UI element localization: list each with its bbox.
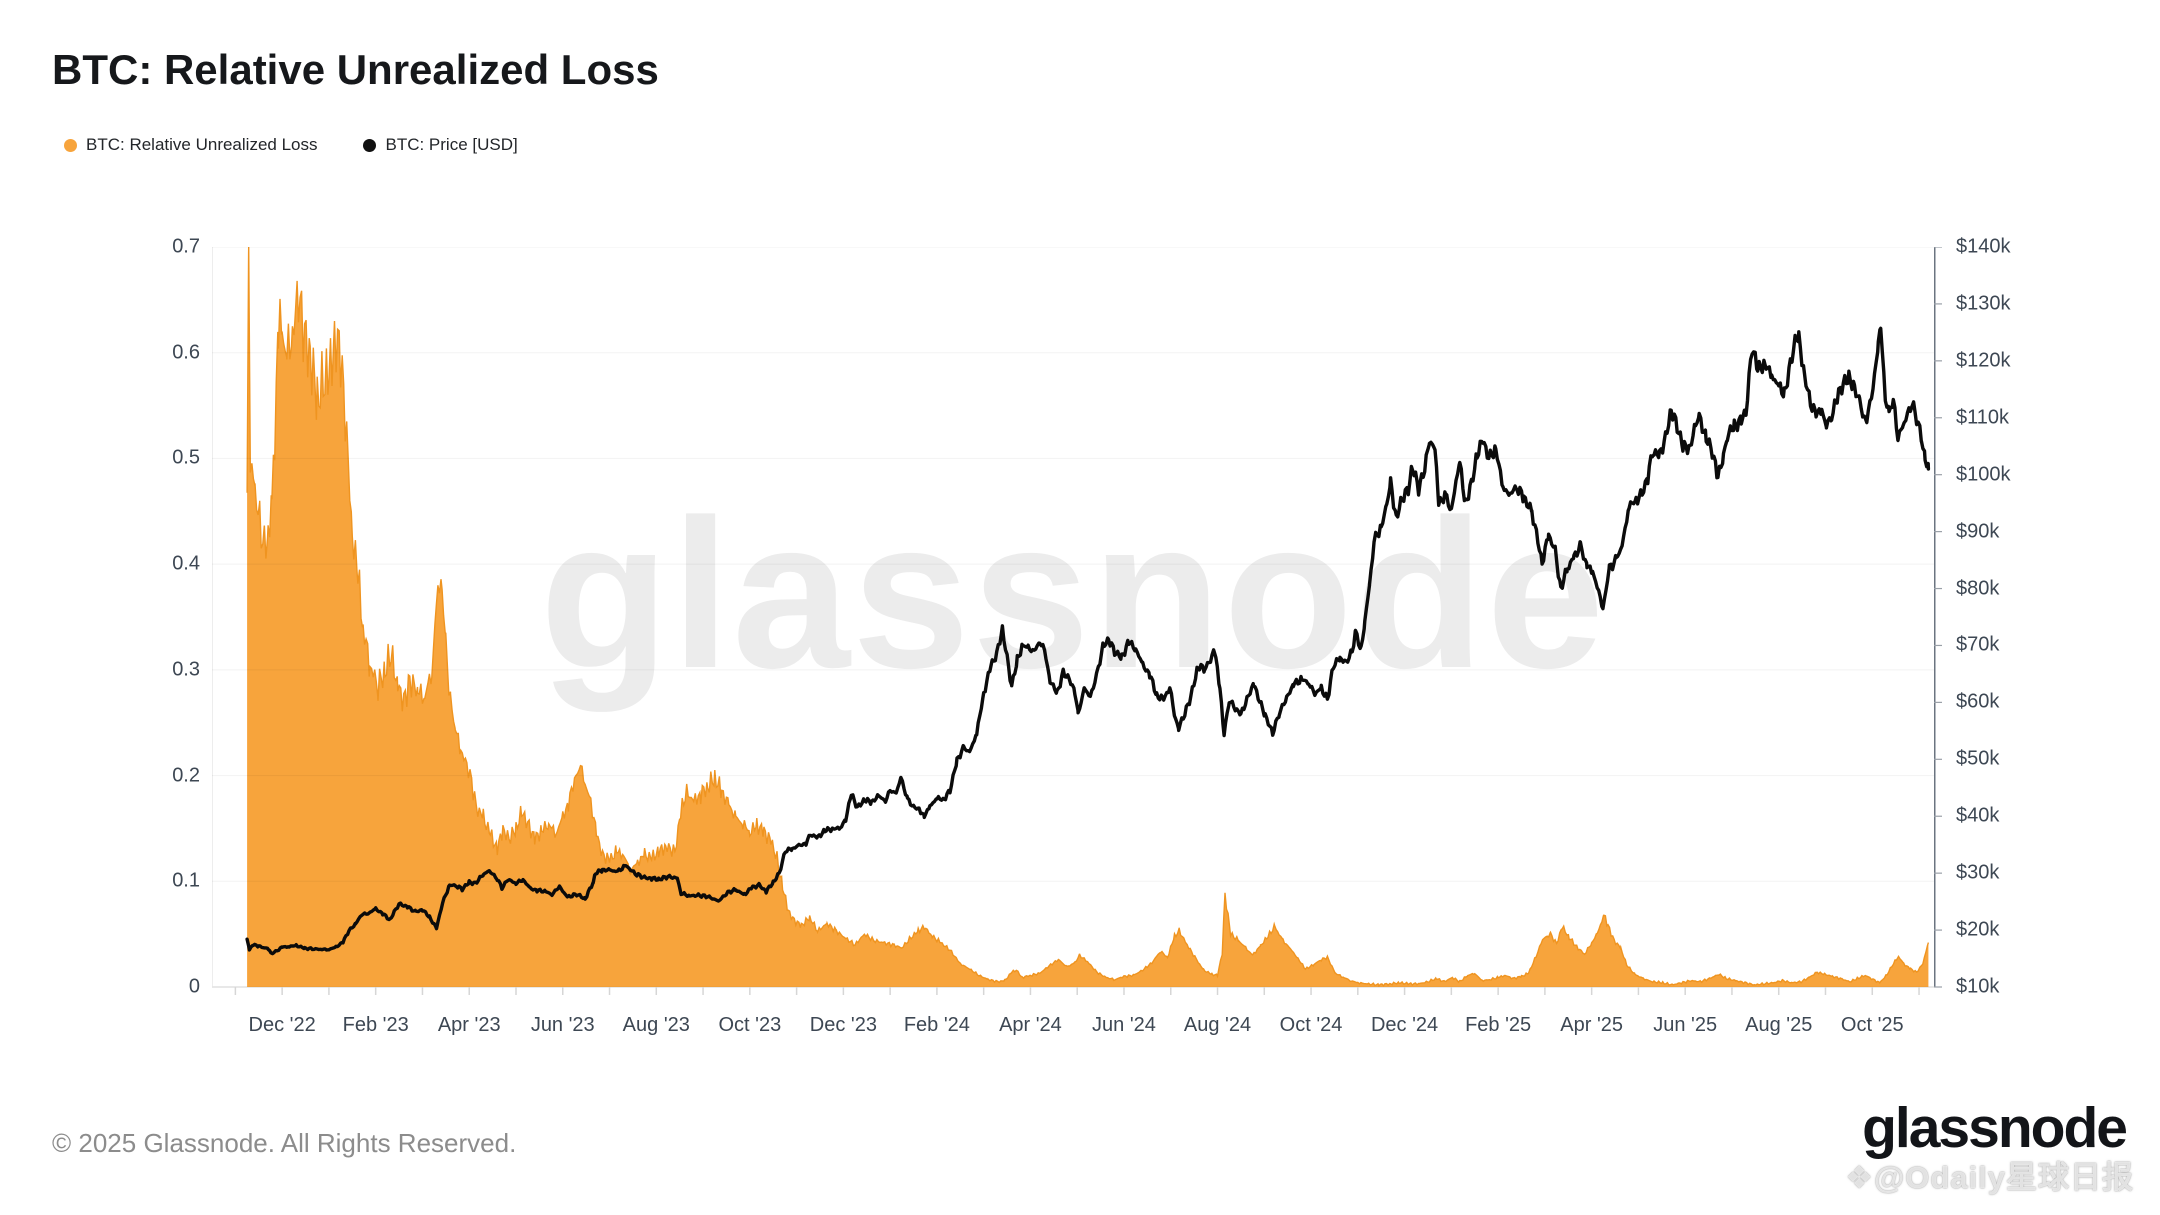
legend-item-0[interactable]: BTC: Relative Unrealized Loss: [64, 135, 317, 155]
x-tick-label: Jun '25: [1653, 1014, 1718, 1036]
x-tick-label: Jun '23: [530, 1014, 595, 1036]
y-right-tick-label: $50k: [1956, 747, 2000, 770]
y-right-tick-label: $20k: [1956, 918, 2000, 941]
y-right-tick-label: $90k: [1956, 520, 2000, 543]
glassnode-watermark: glassnode: [539, 475, 1607, 712]
x-tick-label: Dec '23: [809, 1014, 877, 1036]
y-right-tick-label: $40k: [1956, 804, 2000, 827]
y-right-tick-label: $10k: [1956, 975, 2000, 998]
x-tick-label: Oct '24: [1279, 1014, 1343, 1036]
x-tick-label: Aug '24: [1183, 1014, 1252, 1036]
y-right-tick-label: $120k: [1956, 349, 2011, 372]
y-right-tick-label: $140k: [1956, 235, 2011, 258]
x-tick-label: Dec '24: [1370, 1014, 1439, 1036]
y-left-tick-label: 0.5: [172, 446, 200, 469]
y-left-tick-label: 0.1: [172, 869, 200, 892]
y-right-tick-label: $70k: [1956, 633, 2000, 656]
legend: BTC: Relative Unrealized Loss BTC: Price …: [64, 135, 518, 155]
x-tick-label: Aug '25: [1745, 1014, 1813, 1036]
y-right-tick-label: $80k: [1956, 577, 2000, 600]
y-left-tick-label: 0: [188, 975, 200, 998]
odaily-watermark: ❖@Odaily星球日报: [1845, 1160, 2134, 1195]
y-left-tick-label: 0.2: [172, 764, 200, 787]
copyright-text: © 2025 Glassnode. All Rights Reserved.: [52, 1128, 517, 1158]
x-tick-label: Feb '24: [903, 1014, 970, 1036]
x-tick-label: Apr '25: [1560, 1014, 1624, 1036]
y-right-tick-label: $110k: [1956, 406, 2010, 429]
page-title: BTC: Relative Unrealized Loss: [52, 46, 659, 93]
legend-label: BTC: Relative Unrealized Loss: [86, 135, 318, 154]
x-tick-label: Feb '23: [342, 1014, 409, 1036]
x-tick-label: Oct '25: [1840, 1014, 1904, 1036]
x-tick-label: Dec '22: [248, 1014, 316, 1036]
x-tick-label: Aug '23: [622, 1014, 690, 1036]
x-tick-label: Feb '25: [1465, 1014, 1532, 1036]
y-right-tick-label: $130k: [1956, 292, 2011, 315]
y-left-tick-label: 0.6: [172, 341, 200, 364]
y-left-tick-label: 0.7: [172, 235, 200, 258]
x-tick-label: Apr '24: [999, 1014, 1062, 1036]
x-tick-label: Jun '24: [1092, 1014, 1156, 1036]
legend-dot-icon: [363, 138, 377, 152]
chart-canvas: [212, 246, 1942, 995]
legend-item-1[interactable]: BTC: Price [USD]: [363, 135, 518, 155]
y-right-tick-label: $30k: [1956, 861, 2000, 884]
legend-dot-icon: [64, 138, 77, 152]
x-tick-label: Apr '23: [437, 1014, 501, 1036]
y-right-tick-label: $60k: [1956, 690, 2000, 713]
chart-plot: [212, 246, 1942, 1007]
x-tick-label: Oct '23: [718, 1014, 782, 1036]
y-left-tick-label: 0.3: [172, 658, 200, 681]
glassnode-logo: glassnode: [1862, 1096, 2128, 1160]
legend-label: BTC: Price [USD]: [385, 135, 518, 154]
y-right-tick-label: $100k: [1956, 463, 2011, 486]
y-left-tick-label: 0.4: [172, 552, 200, 575]
